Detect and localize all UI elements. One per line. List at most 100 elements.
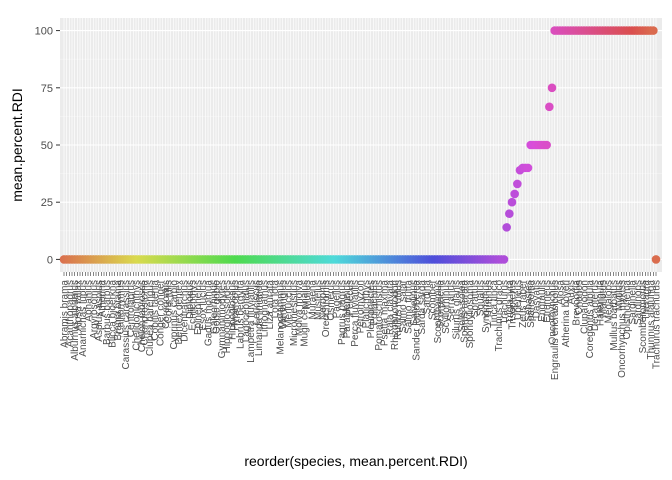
x-tick-label: Sardinops bbox=[633, 280, 644, 325]
x-tick-label: Hippoglossoides bbox=[222, 280, 233, 353]
x-tick-label: Merlangius bbox=[278, 280, 289, 329]
x-tick-label: Oncorhynchus mykiss bbox=[617, 280, 628, 378]
data-point bbox=[649, 26, 658, 35]
x-tick-label: Chelidonichthys bbox=[132, 280, 143, 351]
x-tick-label: Zeus faber bbox=[518, 279, 529, 327]
x-tick-label: Dasyatis bbox=[532, 280, 543, 318]
y-tick-label: 75 bbox=[41, 83, 53, 95]
x-tick-label: Cyprinus carpio bbox=[169, 280, 180, 350]
x-tick-label: Thunnus bbox=[484, 280, 495, 319]
x-tick-label: Spondyliosoma bbox=[465, 280, 476, 349]
x-tick-label: Parablennius bbox=[342, 280, 353, 338]
x-tick-label: Mullus bbox=[302, 280, 313, 309]
x-tick-label: Carassius carassius bbox=[121, 280, 132, 369]
x-tick-label: Squalus bbox=[476, 280, 487, 316]
x-tick-label: Sardina bbox=[422, 280, 433, 315]
x-tick-label: Sardinella bbox=[628, 280, 639, 325]
x-tick-label: Scorpaena bbox=[436, 280, 447, 329]
x-tick-label: Auxis bbox=[566, 280, 577, 304]
data-points bbox=[59, 26, 661, 264]
x-tick-label: Barbus barbus bbox=[102, 280, 113, 345]
x-tick-label: Mustelus bbox=[313, 280, 324, 320]
x-tick-label: Gymnammodytes bbox=[217, 280, 228, 358]
x-tick-label: Atherina bbox=[97, 280, 108, 318]
x-tick-label: Muraena bbox=[308, 280, 319, 320]
x-tick-label: Gobio gobio bbox=[212, 280, 223, 334]
data-point bbox=[651, 255, 661, 264]
data-point bbox=[499, 255, 509, 264]
x-tick-label: Coregonus albula bbox=[585, 280, 596, 359]
x-tick-label: Nerophis bbox=[318, 280, 329, 320]
x-tick-label: Coris julis bbox=[164, 280, 175, 323]
x-tick-label: Mallotus bbox=[598, 280, 609, 317]
data-point bbox=[545, 102, 554, 112]
x-tick-label: Oreochromis bbox=[321, 280, 332, 337]
x-tick-label: Silurus glanis bbox=[452, 280, 463, 339]
x-tick-label: Brama brama bbox=[113, 280, 124, 341]
x-tick-label: Chondrostoma bbox=[140, 280, 151, 346]
y-tick-label: 50 bbox=[41, 140, 53, 152]
x-tick-label: Esox lucius bbox=[198, 280, 209, 331]
x-tick-label: Sparisoma bbox=[526, 280, 537, 328]
x-tick-label: Serranus bbox=[446, 280, 457, 321]
x-tick-label: Clupanodon bbox=[580, 280, 591, 334]
x-tick-label: Argyrosomus bbox=[89, 280, 100, 339]
x-tick-label: Alosa fallax bbox=[73, 280, 84, 331]
x-tick-label: Lampetra fluviatilis bbox=[246, 280, 257, 363]
x-tick-label: Conger conger bbox=[156, 279, 167, 346]
x-tick-label: Alosa bbox=[556, 280, 567, 305]
x-tick-label: Mugil cephalus bbox=[300, 280, 311, 347]
x-tick-label: Anarhichas lupus bbox=[78, 280, 89, 357]
data-point bbox=[502, 223, 511, 232]
x-tick-label: Perca fluviatilis bbox=[350, 280, 361, 347]
x-tick-label: Labrus bergylta bbox=[236, 280, 247, 349]
x-tick-label: Rutilus rutilus bbox=[393, 280, 404, 340]
x-tick-label: Limanda limanda bbox=[254, 280, 265, 357]
x-tick-label: Abramis brama bbox=[60, 280, 71, 348]
x-tick-label: Oncorhynchus bbox=[548, 280, 559, 344]
x-tick-label: Atherina boyeri bbox=[561, 280, 572, 347]
x-tick-label: Solea solea bbox=[457, 280, 468, 333]
x-tick-label: Opisthonema bbox=[622, 280, 633, 340]
x-tick-label: Platichthys bbox=[361, 280, 372, 328]
x-tick-label: Aspius aspius bbox=[94, 280, 105, 342]
x-tick-label: Osmerus bbox=[326, 280, 337, 321]
data-point bbox=[523, 163, 533, 173]
x-tick-label: Engraulis encrasicolus bbox=[550, 280, 561, 380]
x-tick-label: Trigla lyra bbox=[505, 280, 516, 324]
x-tick-label: Salmo trutta bbox=[404, 280, 415, 334]
x-tick-label: Chanos bbox=[574, 280, 585, 314]
x-tick-label: Sparus aurata bbox=[460, 280, 471, 343]
x-tick-label: Lagocephalus bbox=[241, 280, 252, 342]
y-tick-label: 100 bbox=[35, 26, 53, 38]
x-tick-label: Scomber bbox=[428, 279, 439, 320]
x-tick-label: Melanogrammus bbox=[276, 280, 287, 354]
x-tick-label: Pagrus pagrus bbox=[337, 280, 348, 345]
data-point bbox=[507, 197, 517, 207]
x-tick-label: Epinephelus bbox=[193, 280, 204, 335]
data-point bbox=[513, 179, 522, 189]
x-tick-label: Hippoglossus bbox=[228, 280, 239, 340]
x-tick-label: Dicentrarchus bbox=[180, 280, 191, 342]
x-tick-label: Sarda sarda bbox=[417, 280, 428, 335]
x-tick-label: Scomberomorus bbox=[638, 280, 649, 353]
x-tick-label: Scophthalmus bbox=[433, 280, 444, 343]
x-tick-label: Sander lucioperca bbox=[412, 280, 423, 361]
y-tick-label: 0 bbox=[47, 254, 53, 266]
x-tick-label: Syngnathus bbox=[481, 280, 492, 333]
data-point bbox=[547, 83, 557, 93]
data-point bbox=[542, 140, 551, 150]
x-tick-label: Trisopterus bbox=[508, 280, 519, 330]
x-tick-label: Trachinus draco bbox=[494, 280, 505, 352]
x-tick-label: Dentex dentex bbox=[174, 280, 185, 345]
x-tick-label: Rhizoprionodon bbox=[390, 280, 401, 350]
x-tick-label: Pollachius bbox=[369, 280, 380, 326]
x-tick-label: Psetta maxima bbox=[380, 280, 391, 347]
x-tick-label: Petromyzon bbox=[356, 280, 367, 333]
x-tick-label: Leuciscus bbox=[252, 280, 263, 324]
x-tick-label: Micromesistius bbox=[289, 280, 300, 346]
x-tick-label: Echiichthys bbox=[188, 280, 199, 331]
x-tick-label: Mytilus bbox=[614, 280, 625, 311]
x-tick-label: Sprattus bbox=[470, 280, 481, 317]
